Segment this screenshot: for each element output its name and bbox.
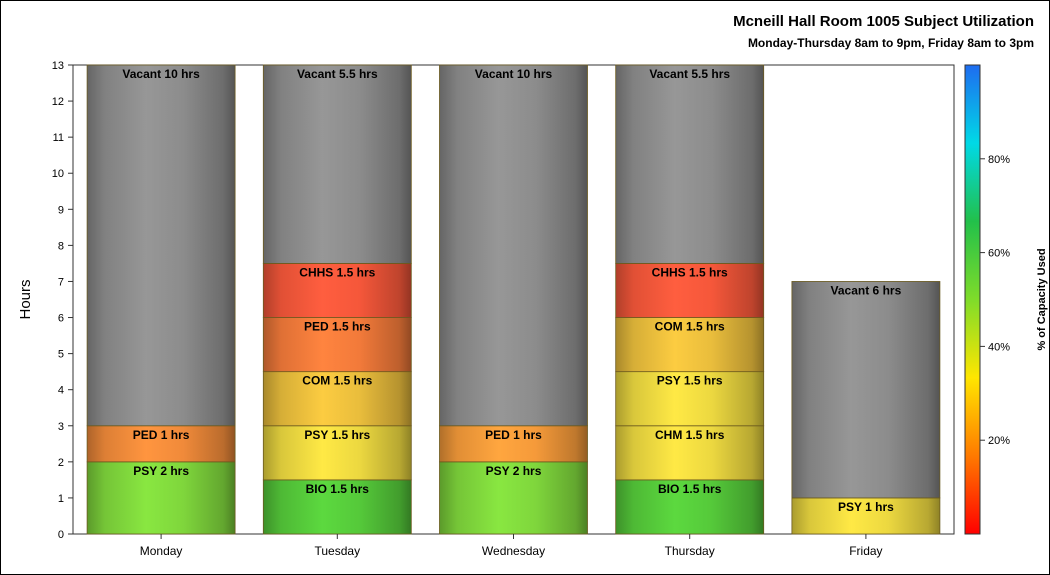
colorbar-label: % of Capacity Used [1036, 248, 1048, 350]
bar-segment-tuesday-bio-1-5-hrs [262, 479, 412, 535]
bar-segment-label: PSY 2 hrs [486, 464, 542, 478]
x-axis: Monday Tuesday Wednesday Thursday Friday [140, 534, 883, 558]
bar-segment-monday-psy-2-hrs [86, 461, 236, 535]
bar-stack-tuesday: BIO 1.5 hrs PSY 1.5 hrs COM 1.5 hrs PED 1.5… [262, 64, 412, 535]
bar-segment-wednesday-ped-1-hrs [439, 425, 588, 463]
bar-segment-label: Vacant 10 hrs [475, 67, 553, 81]
bar-stack-wednesday: PSY 2 hrs PED 1 hrs Vacant 10 hrs [439, 64, 588, 535]
bar-stack-friday: PSY 1 hrs Vacant 6 hrs [791, 281, 941, 535]
x-tick-label: Wednesday [482, 544, 545, 558]
y-tick-label: 13 [52, 60, 64, 72]
bar-segment-thursday-chhs-1-5-hrs [615, 263, 765, 318]
bar-segment-thursday-com-1-5-hrs [615, 317, 765, 373]
y-tick-label: 2 [58, 457, 64, 469]
bar-stack-thursday: BIO 1.5 hrs CHM 1.5 hrs PSY 1.5 hrs COM 1.5… [615, 64, 765, 535]
colorbar-tick-label: 20% [988, 435, 1010, 447]
bar-segment-friday-vacant-6-hrs [791, 281, 941, 499]
bar-segment-label: CHHS 1.5 hrs [652, 265, 728, 279]
bar-segment-label: PSY 1 hrs [838, 500, 894, 514]
bar-segment-thursday-vacant-5-5-hrs [615, 64, 765, 264]
bar-segment-monday-vacant-10-hrs [86, 64, 236, 427]
y-tick-label: 0 [58, 529, 64, 541]
bar-segment-label: Vacant 10 hrs [122, 67, 200, 81]
bar-segment-label: Vacant 6 hrs [831, 283, 902, 297]
y-tick-label: 9 [58, 204, 64, 216]
bar-segment-thursday-chm-1-5-hrs [615, 425, 765, 481]
x-tick-label: Tuesday [315, 544, 361, 558]
bar-segment-label: COM 1.5 hrs [302, 374, 372, 388]
y-tick-label: 6 [58, 313, 64, 325]
bar-segment-label: PED 1.5 hrs [304, 320, 371, 334]
colorbar-gradient [964, 64, 981, 535]
colorbar-tick-label: 40% [988, 341, 1010, 353]
y-tick-label: 8 [58, 240, 64, 252]
bar-segment-tuesday-ped-1-5-hrs [262, 317, 412, 373]
bars-group: PSY 2 hrs PED 1 hrs Vacant 10 hrs BIO 1.5 h… [86, 64, 941, 535]
bar-segment-label: PED 1 hrs [133, 428, 190, 442]
bar-segment-tuesday-com-1-5-hrs [262, 371, 412, 427]
bar-segment-tuesday-psy-1-5-hrs [262, 425, 412, 481]
bar-segment-label: BIO 1.5 hrs [658, 482, 722, 496]
colorbar-tick-label: 60% [988, 248, 1010, 260]
y-tick-label: 11 [53, 132, 64, 144]
y-tick-label: 4 [58, 385, 64, 397]
x-tick-label: Monday [140, 544, 183, 558]
bar-segment-thursday-psy-1-5-hrs [615, 371, 765, 427]
bar-segment-label: Vacant 5.5 hrs [297, 67, 378, 81]
bar-segment-wednesday-vacant-10-hrs [439, 64, 588, 427]
bar-segment-label: PSY 2 hrs [133, 464, 189, 478]
bar-stack-monday: PSY 2 hrs PED 1 hrs Vacant 10 hrs [86, 64, 236, 535]
x-tick-label: Friday [849, 544, 882, 558]
y-axis-label: Hours [17, 279, 34, 319]
chart-subtitle: Monday-Thursday 8am to 9pm, Friday 8am t… [747, 36, 1034, 50]
bar-segment-label: Vacant 5.5 hrs [649, 67, 730, 81]
x-tick-label: Thursday [665, 544, 715, 558]
y-tick-label: 3 [58, 421, 64, 433]
bar-segment-label: PSY 1.5 hrs [657, 374, 723, 388]
bar-segment-label: BIO 1.5 hrs [306, 482, 370, 496]
chart-title: Mcneill Hall Room 1005 Subject Utilizati… [733, 13, 1034, 30]
bar-segment-thursday-bio-1-5-hrs [615, 479, 765, 535]
y-tick-label: 7 [58, 276, 64, 288]
bar-segment-label: COM 1.5 hrs [655, 320, 725, 334]
bar-segment-label: PSY 1.5 hrs [304, 428, 370, 442]
bar-segment-label: CHHS 1.5 hrs [299, 265, 375, 279]
y-tick-label: 1 [58, 493, 64, 505]
bar-segment-friday-psy-1-hrs [791, 497, 941, 535]
y-tick-label: 5 [58, 349, 64, 361]
colorbar-tick-label: 80% [988, 154, 1010, 166]
bar-segment-label: PED 1 hrs [485, 428, 542, 442]
bar-segment-tuesday-chhs-1-5-hrs [262, 263, 412, 318]
bar-segment-label: CHM 1.5 hrs [655, 428, 725, 442]
colorbar: 20% 40% 60% 80% % of Capacity Used [964, 64, 1048, 535]
y-tick-label: 12 [52, 96, 64, 108]
bar-segment-tuesday-vacant-5-5-hrs [262, 64, 412, 264]
y-tick-label: 10 [52, 168, 64, 180]
